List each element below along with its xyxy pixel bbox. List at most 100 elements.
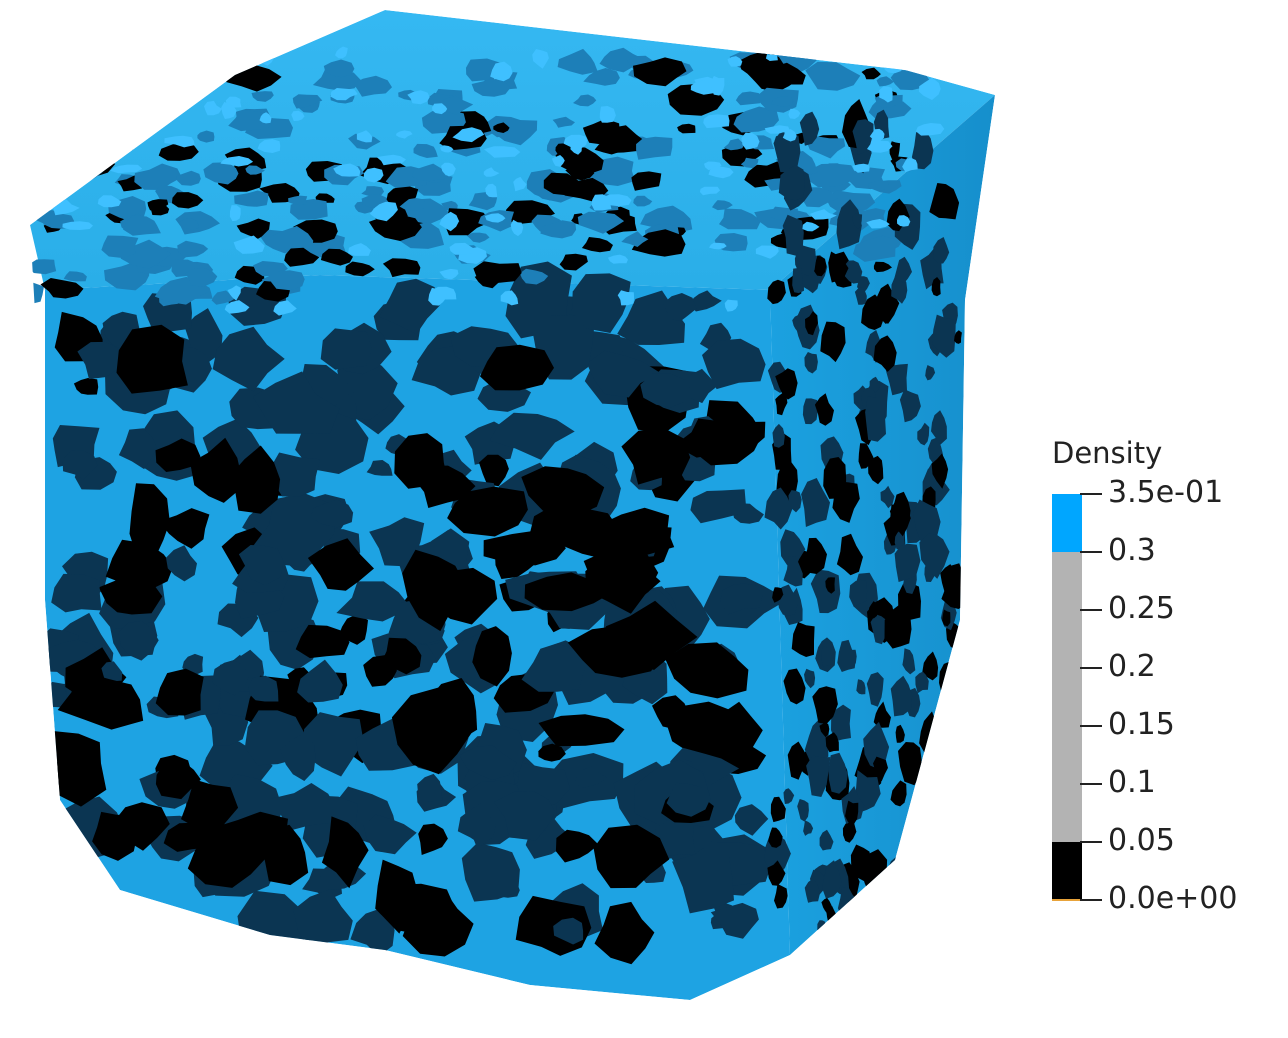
pore (577, 211, 625, 234)
pore (817, 920, 826, 934)
strut-highlight (363, 167, 384, 183)
pore (868, 180, 889, 191)
pore (799, 111, 820, 146)
pore (812, 686, 838, 724)
pore (792, 268, 804, 294)
strut-highlight (441, 162, 456, 177)
pore (236, 218, 270, 239)
pore (929, 728, 952, 766)
pore (932, 314, 956, 358)
void-region (155, 438, 201, 472)
pore (363, 814, 417, 855)
pore (797, 799, 809, 822)
pore (791, 622, 815, 657)
pore (919, 533, 950, 579)
pore (891, 885, 911, 920)
pore (802, 269, 820, 294)
strut-highlight (690, 80, 714, 95)
void-region (521, 466, 605, 519)
pore (149, 203, 170, 216)
strut-highlight (510, 219, 524, 237)
pore (821, 646, 834, 667)
pore (866, 672, 884, 707)
pore (906, 892, 925, 932)
strut-highlight (407, 90, 430, 105)
strut-highlight (570, 137, 582, 155)
pore (890, 780, 907, 807)
pore (898, 742, 922, 786)
pore (293, 889, 353, 949)
pore (853, 235, 898, 262)
pore (62, 450, 98, 480)
strut-highlight (62, 221, 93, 230)
strut-highlight (727, 56, 743, 67)
strut-highlight (551, 155, 565, 167)
pore (121, 114, 152, 129)
pore (869, 376, 882, 393)
pore (804, 878, 821, 903)
pore (837, 639, 857, 672)
pore (297, 659, 343, 703)
pore (310, 499, 354, 528)
strut-highlight (866, 219, 890, 229)
pore (723, 138, 744, 151)
pore (259, 183, 300, 203)
pore (873, 335, 897, 372)
void-region (561, 517, 634, 559)
strut-highlight (110, 164, 143, 174)
void-region (57, 669, 144, 730)
pore (582, 118, 620, 145)
strut-highlight (485, 183, 498, 198)
strut-highlight (513, 176, 527, 192)
void-region (307, 538, 374, 591)
void-region (234, 445, 281, 514)
void-region (447, 486, 528, 537)
pore (792, 315, 802, 333)
pore (489, 412, 575, 460)
pore (820, 321, 846, 363)
pore (459, 745, 517, 780)
pore (911, 129, 934, 170)
pore (775, 368, 798, 400)
pore (417, 773, 443, 802)
strut-highlight (440, 145, 454, 153)
void-region (412, 465, 476, 508)
pore (41, 80, 61, 92)
strut-highlight (204, 100, 222, 116)
pore (825, 732, 839, 753)
pore (933, 237, 950, 264)
strut-highlight (852, 163, 870, 173)
pore (212, 326, 285, 392)
pore (856, 679, 866, 695)
pore (212, 660, 250, 696)
void-region (705, 701, 763, 765)
pore (631, 171, 662, 191)
void-region (391, 687, 473, 775)
pore (40, 278, 84, 299)
strut-highlight (235, 242, 252, 250)
pore (806, 163, 856, 188)
pore (801, 478, 830, 527)
strut-highlight (788, 108, 801, 119)
strut-highlight (259, 112, 272, 124)
legend-tick-label: 0.15 (1108, 707, 1175, 742)
strut-highlight (703, 114, 730, 129)
pore (190, 437, 242, 503)
pore (538, 743, 566, 762)
void-region (210, 811, 288, 864)
pore (245, 165, 265, 175)
legend-tick-mark (1080, 725, 1102, 727)
void-region (621, 427, 691, 485)
void-region (50, 754, 103, 805)
strut-highlight (869, 128, 885, 142)
pore (555, 143, 573, 156)
pore (876, 76, 894, 87)
pore (890, 675, 913, 717)
pore (445, 208, 492, 236)
void-region (538, 714, 625, 747)
void-region (583, 547, 659, 599)
pore (185, 267, 218, 287)
pore (926, 756, 941, 775)
pore (778, 165, 805, 201)
